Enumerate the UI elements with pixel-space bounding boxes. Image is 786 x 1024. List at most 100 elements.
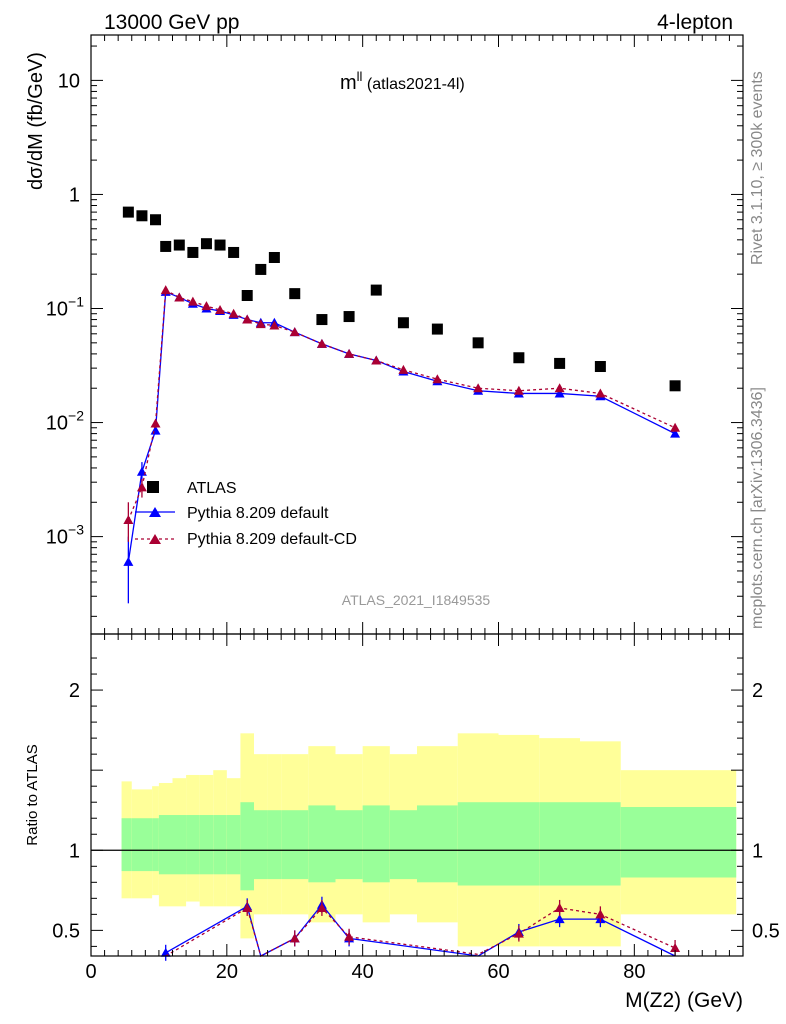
- pythia-default-ratio-point: [554, 914, 565, 924]
- pythia-cd-ratio-point: [289, 933, 300, 943]
- analysis-watermark: ATLAS_2021_I1849535: [342, 592, 491, 608]
- ratio-inner-band: [580, 802, 621, 886]
- ratio-inner-band: [213, 815, 227, 875]
- pythia-cd-point: [255, 319, 266, 329]
- ratio-y-tick-label-left: 2: [69, 680, 80, 702]
- legend: ATLAS Pythia 8.209 default Pythia 8.209 …: [135, 480, 357, 548]
- pythia-cd-point: [174, 292, 185, 302]
- x-tick-label: 0: [85, 961, 96, 983]
- legend-atlas-label: ATLAS: [187, 480, 237, 497]
- ratio-inner-band: [281, 810, 309, 880]
- pythia-cd-point: [136, 482, 147, 492]
- ratio-inner-band: [186, 815, 200, 875]
- main-y-axis-label: dσ/dM (fb/GeV): [25, 52, 47, 190]
- pythia-cd-point: [201, 301, 212, 311]
- x-tick-label: 40: [352, 961, 374, 983]
- main-y-tick-label: 10: [58, 70, 80, 92]
- pythia-cd-point: [242, 314, 253, 324]
- ratio-y-tick-label-right: 2: [752, 680, 763, 702]
- ratio-inner-band: [199, 815, 214, 875]
- ratio-inner-band: [172, 815, 187, 875]
- pythia-cd-point: [670, 422, 681, 432]
- pythia-cd-point: [123, 514, 134, 524]
- pythia-cd-ratio-point: [670, 942, 681, 952]
- ratio-y-axis-label: Ratio to ATLAS: [24, 744, 41, 845]
- ratio-inner-band: [158, 815, 173, 875]
- ratio-inner-band: [121, 818, 132, 872]
- pythia-cd-point: [215, 305, 226, 315]
- main-panel-ticks: 10 1 10−1 10−2 10−3: [46, 35, 743, 634]
- legend-pythia-default-marker: [149, 507, 161, 517]
- atlas-data-point: [241, 290, 253, 302]
- ratio-inner-band: [254, 810, 268, 880]
- rivet-side-label: Rivet 3.1.10, ≥ 300k events: [749, 71, 766, 265]
- header-left-label: 13000 GeV pp: [104, 11, 239, 34]
- atlas-data-point: [594, 361, 606, 373]
- pythia-cd-ratio-line: [165, 906, 676, 957]
- pythia-cd-point: [344, 348, 355, 358]
- plot-title-main: m: [340, 72, 357, 94]
- atlas-data-point: [472, 337, 484, 349]
- x-tick-label: 80: [623, 961, 645, 983]
- legend-pythia-default-label: Pythia 8.209 default: [187, 505, 329, 522]
- pythia-cd-point: [432, 374, 443, 384]
- ratio-inner-band: [417, 805, 458, 883]
- ratio-y-tick-label-right: 0.5: [752, 920, 780, 942]
- legend-pythia-cd-label: Pythia 8.209 default-CD: [187, 531, 357, 548]
- pythia-default-point: [554, 388, 565, 398]
- atlas-data-point: [343, 311, 355, 323]
- atlas-data-point: [397, 317, 409, 329]
- main-y-tick-label: 10−1: [46, 293, 84, 320]
- x-tick-label: 20: [216, 961, 238, 983]
- pythia-cd-point: [316, 338, 327, 348]
- pythia-cd-point: [554, 383, 565, 393]
- main-y-tick-label: 1: [69, 184, 80, 206]
- atlas-data-point: [370, 284, 382, 296]
- ratio-inner-band: [267, 810, 282, 880]
- atlas-data-point: [150, 214, 162, 226]
- atlas-data-point: [228, 246, 240, 258]
- pythia-cd-point: [371, 355, 382, 365]
- atlas-data-point: [513, 352, 525, 364]
- pythia-cd-ratio-point: [595, 909, 606, 919]
- legend-atlas-marker: [147, 481, 159, 493]
- main-panel-series: [122, 206, 681, 604]
- mcplots-side-label: mcplots.cern.ch [arXiv:1306.3436]: [749, 387, 766, 629]
- main-y-tick-label: 10−3: [46, 522, 84, 549]
- pythia-cd-ratio-point: [554, 902, 565, 912]
- legend-pythia-cd-marker: [149, 534, 161, 544]
- atlas-data-point: [289, 288, 301, 300]
- header-right-label: 4-lepton: [657, 11, 733, 34]
- atlas-data-point: [173, 239, 185, 251]
- pythia-cd-point: [473, 383, 484, 393]
- atlas-data-point: [214, 239, 226, 251]
- main-y-tick-label: 10−2: [46, 408, 84, 435]
- ratio-inner-band: [226, 815, 241, 875]
- pythia-cd-ratio-point: [513, 928, 524, 938]
- ratio-inner-band: [389, 810, 417, 880]
- plot-title-sup: ll: [357, 69, 363, 84]
- ratio-inner-band: [457, 802, 499, 886]
- pythia-cd-point: [398, 364, 409, 374]
- ratio-inner-band: [131, 818, 153, 872]
- atlas-data-point: [669, 380, 681, 392]
- atlas-data-point: [255, 263, 267, 275]
- ratio-uncertainty-bands: [91, 733, 743, 947]
- atlas-data-point: [122, 206, 134, 218]
- atlas-data-point: [136, 210, 148, 222]
- pythia-default-point: [123, 556, 134, 566]
- ratio-inner-band: [498, 802, 540, 886]
- ratio-inner-band: [539, 802, 580, 886]
- atlas-data-point: [160, 240, 172, 252]
- ratio-inner-band: [620, 807, 737, 878]
- ratio-inner-band: [240, 802, 254, 891]
- atlas-data-point: [316, 314, 328, 326]
- x-axis-label: M(Z2) (GeV): [625, 989, 743, 1012]
- atlas-data-point: [200, 238, 212, 250]
- atlas-data-point: [554, 357, 566, 369]
- pythia-cd-ratio-point: [344, 931, 355, 941]
- x-tick-label: 60: [487, 961, 509, 983]
- ratio-y-tick-label-left: 1: [69, 840, 80, 862]
- atlas-data-point: [268, 251, 280, 263]
